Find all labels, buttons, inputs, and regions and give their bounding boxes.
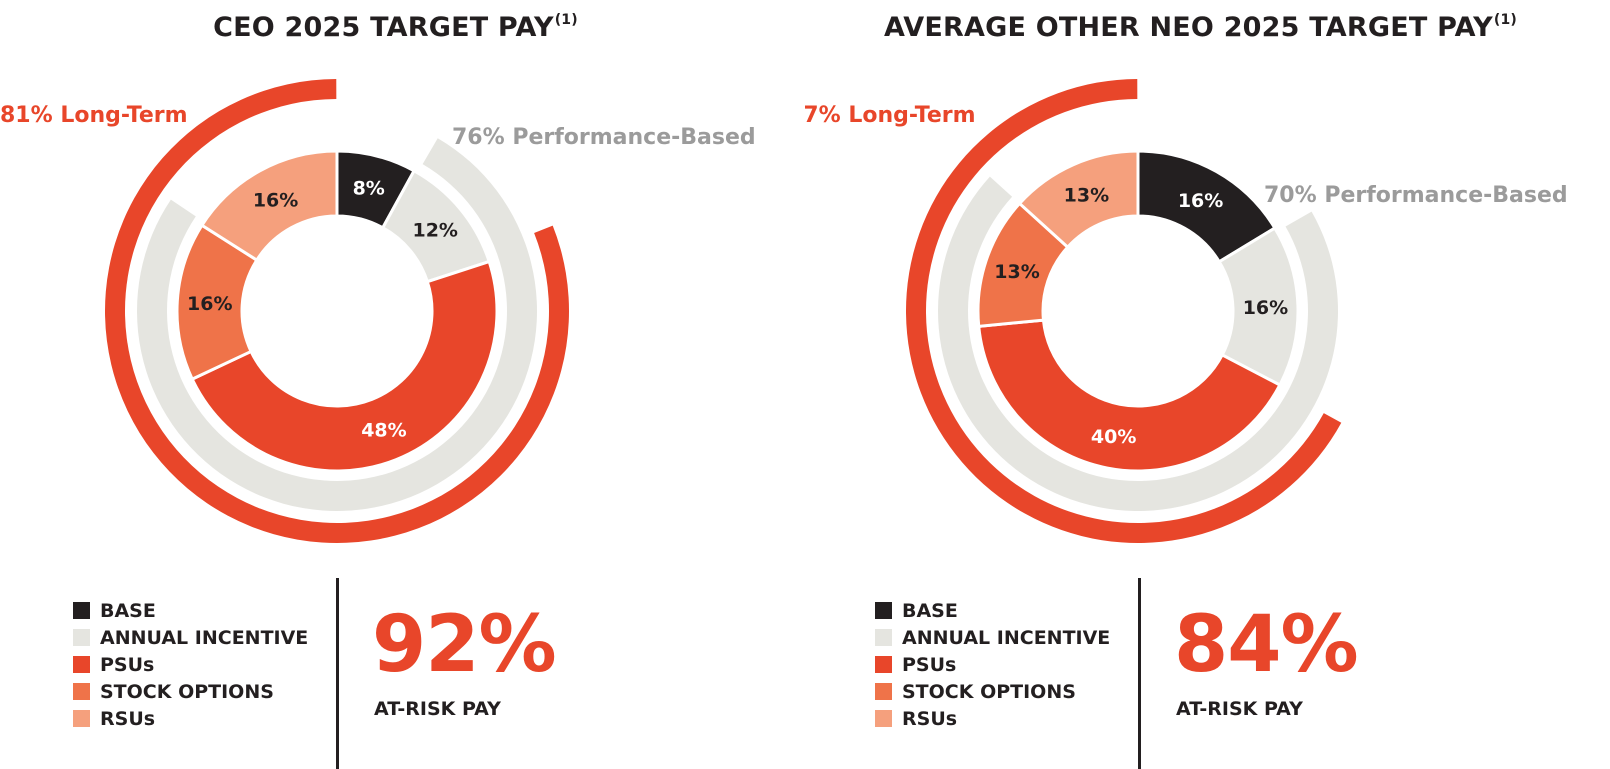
legend: BASE ANNUAL INCENTIVE PSUs STOCK OPTIONS… xyxy=(875,597,1110,732)
legend-item-base: BASE xyxy=(875,597,1110,624)
segment-label-annual-incentive: 12% xyxy=(412,220,457,242)
chart-title: AVERAGE OTHER NEO 2025 TARGET PAY(1) xyxy=(798,12,1603,43)
legend-item-psus: PSUs xyxy=(73,651,308,678)
segment-label-stock-options: 13% xyxy=(994,261,1039,283)
legend-swatch xyxy=(875,710,892,727)
at-risk-label: AT-RISK PAY xyxy=(374,698,501,720)
legend: BASE ANNUAL INCENTIVE PSUs STOCK OPTIONS… xyxy=(73,597,308,732)
legend-swatch xyxy=(73,629,90,646)
segment-label-psus: 40% xyxy=(1091,426,1136,448)
legend-label: ANNUAL INCENTIVE xyxy=(100,626,309,649)
legend-label: STOCK OPTIONS xyxy=(100,680,274,703)
legend-swatch xyxy=(875,629,892,646)
divider xyxy=(336,578,339,769)
title-footnote: (1) xyxy=(1493,12,1517,28)
title-footnote: (1) xyxy=(554,12,578,28)
legend-label: PSUs xyxy=(100,653,155,676)
legend-swatch xyxy=(73,710,90,727)
legend-item-rsus: RSUs xyxy=(875,705,1110,732)
at-risk-value: 84% xyxy=(1174,600,1359,690)
segment-label-base: 16% xyxy=(1178,190,1223,212)
chart-title: CEO 2025 TARGET PAY(1) xyxy=(0,12,798,43)
legend-swatch xyxy=(875,656,892,673)
neo-donut-chart: 16% 16% 40% 13% 13% 67% Long-Term 70% Performa… xyxy=(805,79,1568,543)
performance-based-label: 70% Performance-Based xyxy=(1264,183,1568,208)
legend-label: ANNUAL INCENTIVE xyxy=(902,626,1111,649)
segment-label-base: 8% xyxy=(353,178,385,200)
neo-panel: AVERAGE OTHER NEO 2025 TARGET PAY(1) 16%… xyxy=(805,0,1610,769)
legend-item-stock-options: STOCK OPTIONS xyxy=(875,678,1110,705)
segment-label-psus: 48% xyxy=(361,420,406,442)
chart-title-text: CEO 2025 TARGET PAY xyxy=(213,12,554,43)
segment-rsus xyxy=(1017,149,1140,250)
legend-swatch xyxy=(73,656,90,673)
segment-psus xyxy=(977,318,1282,473)
chart-title-text: AVERAGE OTHER NEO 2025 TARGET PAY xyxy=(884,12,1493,43)
legend-label: RSUs xyxy=(100,707,156,730)
divider xyxy=(1138,578,1141,769)
legend-swatch xyxy=(73,683,90,700)
ceo-donut-chart: 8% 12% 48% 16% 16% 81% Long-Term 76% Performan… xyxy=(0,79,756,543)
legend-label: BASE xyxy=(100,599,156,622)
at-risk-label: AT-RISK PAY xyxy=(1176,698,1303,720)
segment-psus xyxy=(190,259,499,473)
legend-item-annual-incentive: ANNUAL INCENTIVE xyxy=(875,624,1110,651)
legend-item-rsus: RSUs xyxy=(73,705,308,732)
legend-item-psus: PSUs xyxy=(875,651,1110,678)
long-term-label: 67% Long-Term xyxy=(805,103,976,128)
legend-label: RSUs xyxy=(902,707,958,730)
segment-label-rsus: 16% xyxy=(253,189,298,211)
legend-item-annual-incentive: ANNUAL INCENTIVE xyxy=(73,624,308,651)
legend-swatch xyxy=(73,602,90,619)
performance-based-label: 76% Performance-Based xyxy=(452,125,756,150)
segment-label-rsus: 13% xyxy=(1064,184,1109,206)
legend-swatch xyxy=(875,683,892,700)
legend-item-base: BASE xyxy=(73,597,308,624)
legend-swatch xyxy=(875,602,892,619)
legend-label: BASE xyxy=(902,599,958,622)
segment-label-stock-options: 16% xyxy=(187,293,232,315)
at-risk-value: 92% xyxy=(372,600,557,690)
long-term-label: 81% Long-Term xyxy=(0,103,188,128)
legend-item-stock-options: STOCK OPTIONS xyxy=(73,678,308,705)
performance-based-arc xyxy=(938,176,1338,511)
legend-label: STOCK OPTIONS xyxy=(902,680,1076,703)
ceo-panel: CEO 2025 TARGET PAY(1) 8% 12% 48% 16% 16% 81%… xyxy=(0,12,798,769)
segment-label-annual-incentive: 16% xyxy=(1243,297,1288,319)
legend-label: PSUs xyxy=(902,653,957,676)
segment-rsus xyxy=(199,149,339,263)
